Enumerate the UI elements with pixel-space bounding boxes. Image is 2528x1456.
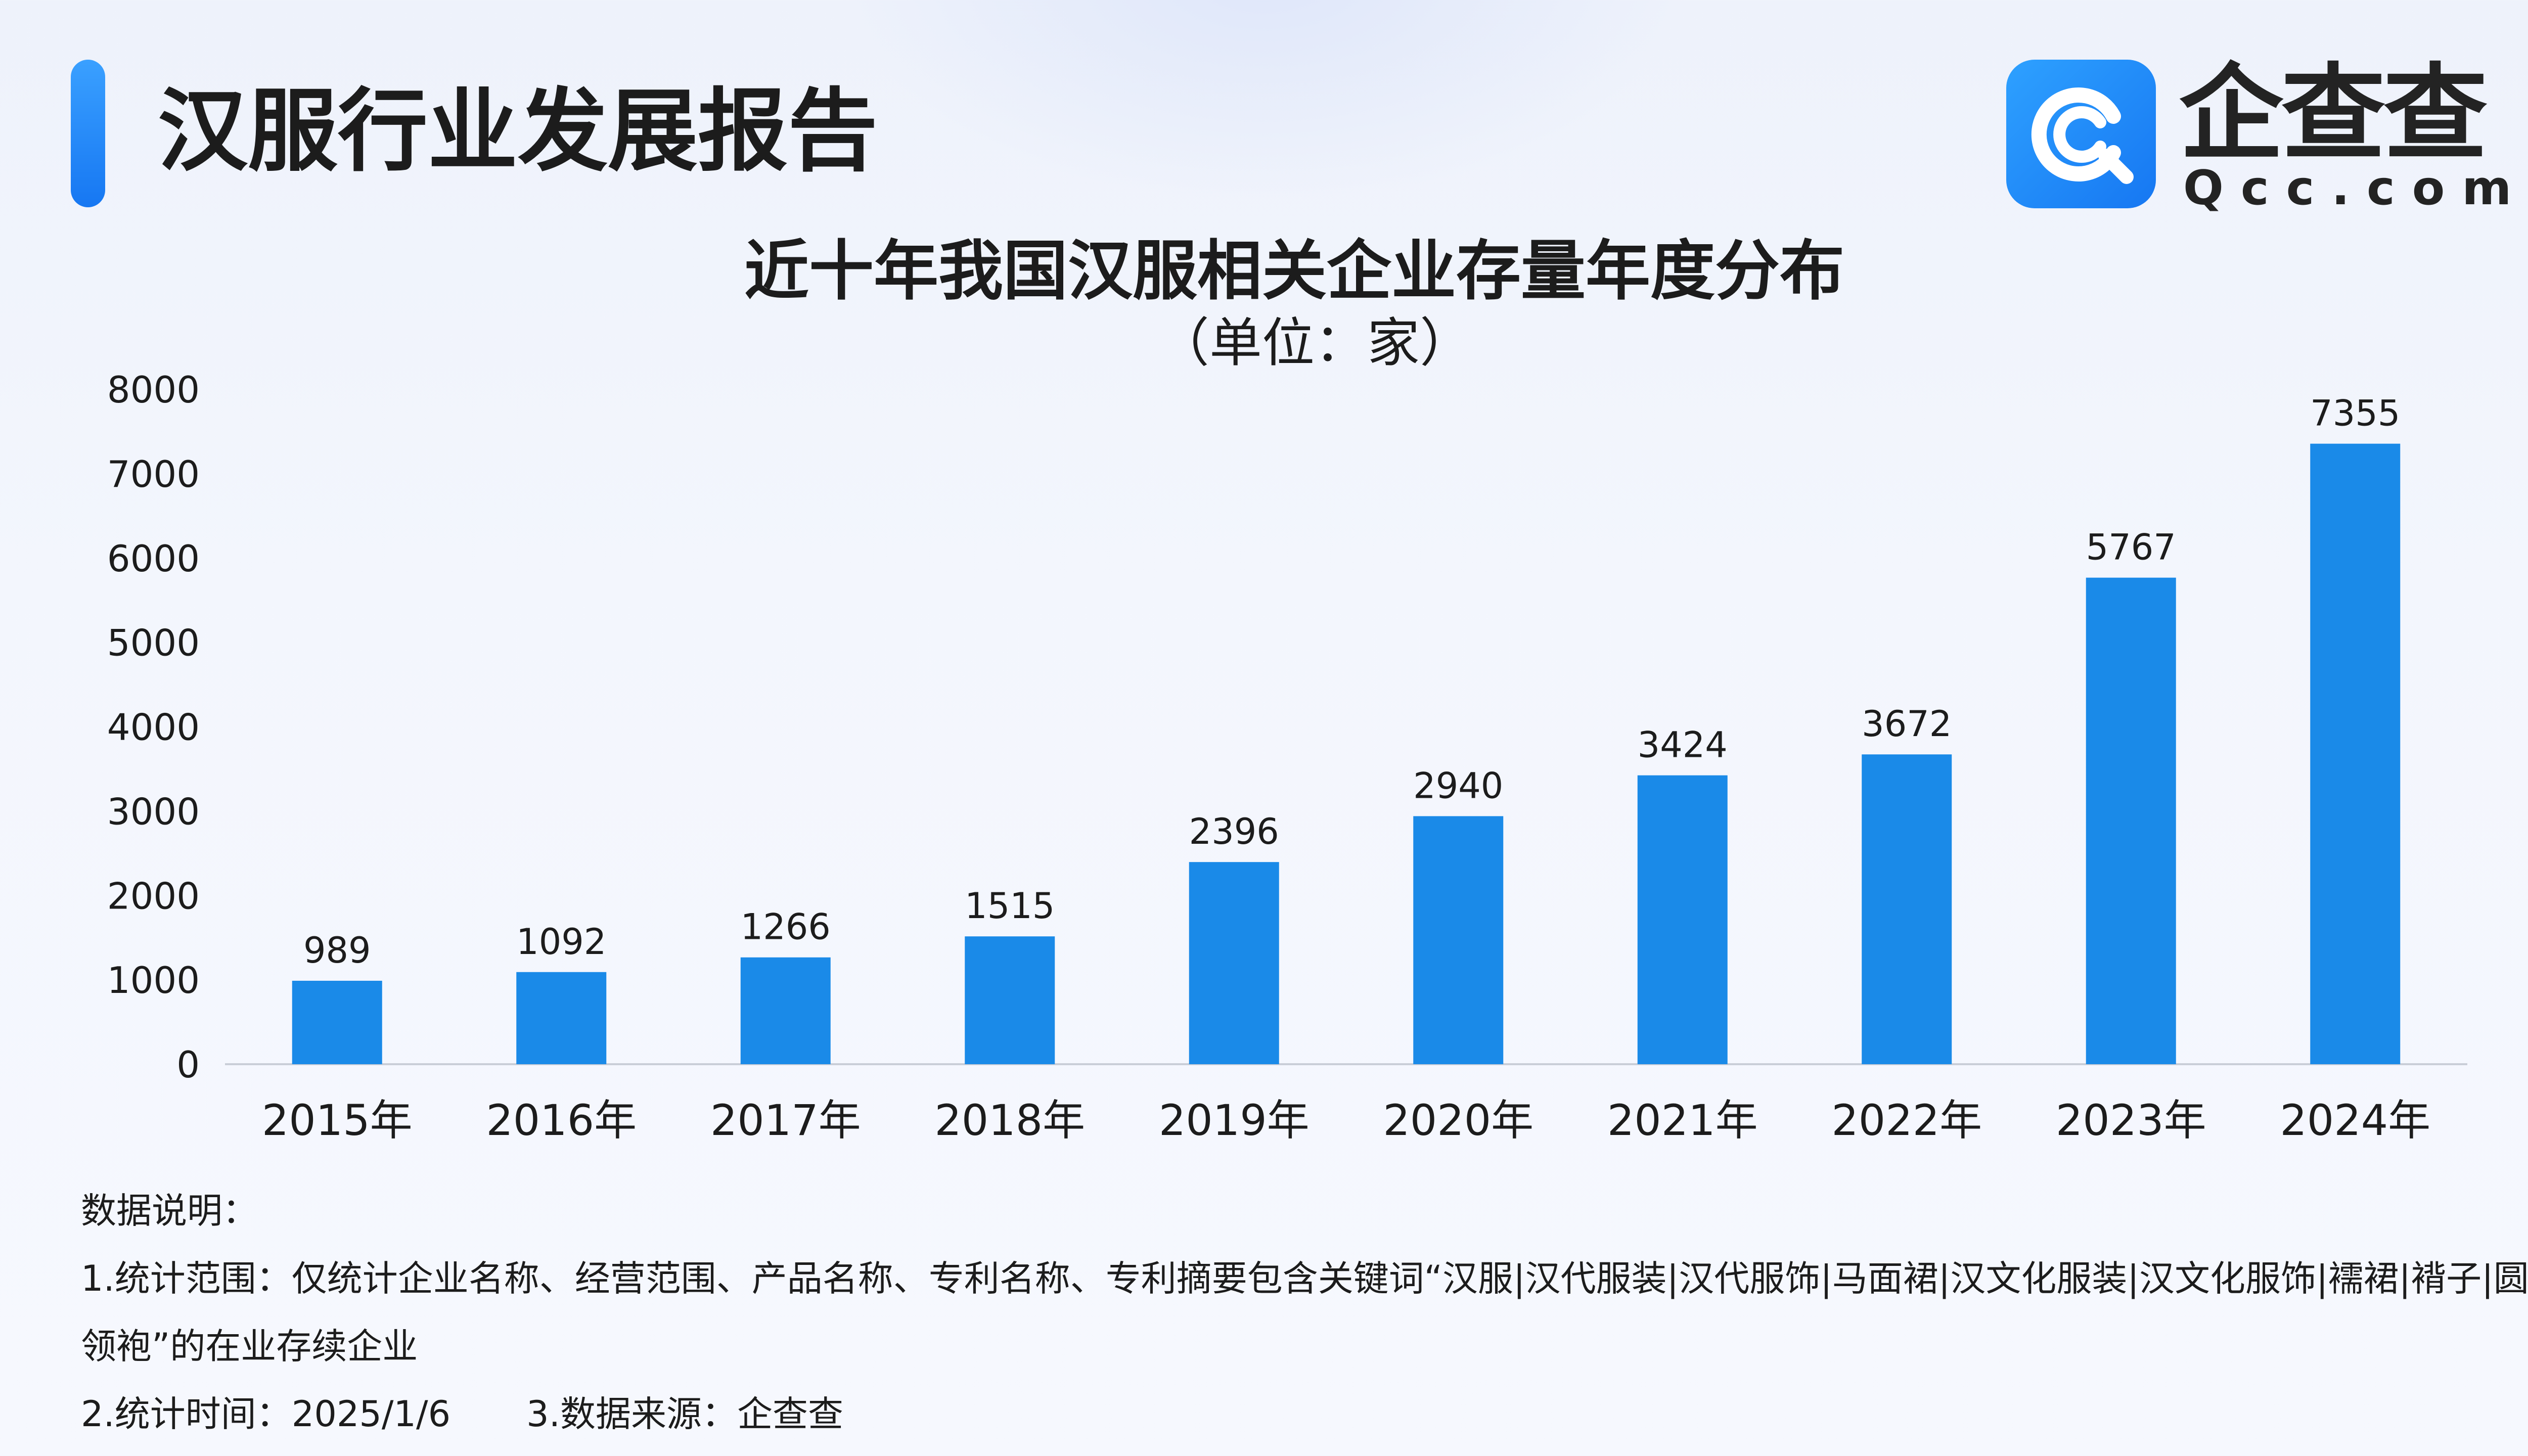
chart-title: 近十年我国汉服相关企业存量年度分布 (744, 234, 1844, 309)
bar-2022年 (1862, 754, 1952, 1064)
y-tick-label: 3000 (107, 790, 200, 833)
y-tick-label: 0 (176, 1043, 200, 1086)
y-tick-label: 5000 (107, 622, 200, 664)
qcc-logo: 企查查 Qcc.com (2006, 53, 2512, 216)
data-label: 1266 (741, 906, 831, 948)
x-tick-label: 2021年 (1607, 1096, 1758, 1145)
notes-meta: 2.统计时间：2025/1/6 3.数据来源：企查查 (81, 1380, 2528, 1448)
x-tick-label: 2015年 (262, 1096, 413, 1145)
bar-2020年 (1413, 816, 1504, 1064)
data-label: 1515 (965, 885, 1055, 927)
x-tick-label: 2017年 (710, 1096, 861, 1145)
notes-time: 2.统计时间：2025/1/6 (81, 1393, 451, 1435)
data-label: 989 (303, 930, 371, 971)
report-title: 汉服行业发展报告 (158, 79, 878, 184)
notes-heading: 数据说明： (81, 1190, 258, 1232)
bar-2023年 (2086, 577, 2176, 1064)
x-tick-label: 2022年 (1831, 1096, 1982, 1145)
qcc-logo-icon (2006, 60, 2156, 208)
y-tick-label: 4000 (107, 706, 200, 749)
bar-2021年 (1637, 775, 1728, 1064)
data-label: 3672 (1862, 703, 1952, 745)
data-label: 5767 (2086, 527, 2176, 568)
x-tick-label: 2023年 (2056, 1096, 2206, 1145)
x-tick-label: 2018年 (934, 1096, 1085, 1145)
chart-subtitle: （单位：家） (1156, 312, 1472, 374)
data-label: 2940 (1413, 765, 1503, 806)
y-tick-label: 6000 (107, 537, 200, 580)
logo-domain: Qcc.com (2183, 161, 2528, 216)
x-tick-label: 2020年 (1383, 1096, 1533, 1145)
x-tick-label: 2019年 (1159, 1096, 1310, 1145)
x-tick-label: 2024年 (2280, 1096, 2430, 1145)
y-tick-label: 2000 (107, 875, 200, 917)
title-accent-bar (71, 60, 105, 207)
data-label: 7355 (2310, 393, 2400, 434)
logo-name: 企查查 (2179, 53, 2488, 174)
bar-2018年 (965, 936, 1055, 1064)
bar-2024年 (2310, 443, 2401, 1064)
notes-scope: 1.统计范围：仅统计企业名称、经营范围、产品名称、专利名称、专利摘要包含关键词“… (81, 1258, 2528, 1367)
notes-source: 3.数据来源：企查查 (526, 1393, 843, 1435)
x-tick-label: 2016年 (486, 1096, 637, 1145)
y-tick-label: 1000 (107, 959, 200, 1002)
bar-2015年 (292, 980, 382, 1064)
data-label: 3424 (1638, 724, 1728, 766)
data-notes: 数据说明： 1.统计范围：仅统计企业名称、经营范围、产品名称、专利名称、专利摘要… (81, 1177, 2528, 1448)
data-label: 2396 (1189, 811, 1279, 852)
data-label: 1092 (516, 921, 606, 963)
y-tick-label: 8000 (107, 369, 200, 411)
bar-2019年 (1189, 862, 1279, 1064)
bar-2016年 (516, 972, 607, 1064)
bar-2017年 (740, 957, 831, 1064)
y-tick-label: 7000 (107, 453, 200, 495)
